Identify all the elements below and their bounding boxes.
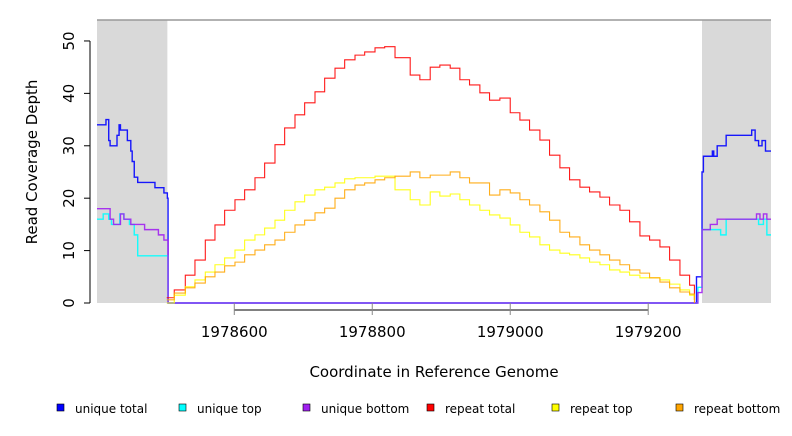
y-tick-label: 40: [60, 84, 78, 103]
shaded-flank-regions: [97, 20, 771, 303]
legend-label: repeat bottom: [694, 402, 780, 416]
x-tick-label: 1979200: [615, 323, 682, 341]
x-axis-label: Coordinate in Reference Genome: [309, 363, 558, 381]
legend-label: unique top: [197, 402, 262, 416]
series-line-repeat-bottom: [166, 171, 695, 303]
legend-swatch-unique-bottom: [302, 403, 311, 412]
legend-label: unique bottom: [321, 402, 409, 416]
legend-label: unique total: [75, 402, 147, 416]
legend-swatch-repeat-top: [551, 403, 560, 412]
x-tick-label: 1978600: [201, 323, 268, 341]
y-tick-label: 10: [60, 241, 78, 260]
series-line-unique-bottom: [97, 207, 771, 304]
y-tick-label: 0: [60, 298, 78, 308]
y-axis: 0 10 20 30 40 50: [60, 31, 91, 308]
x-tick-label: 1978800: [339, 323, 406, 341]
y-tick-label: 20: [60, 189, 78, 208]
legend-label: repeat total: [445, 402, 515, 416]
series-lines: [97, 46, 771, 304]
series-line-unique-total: [97, 118, 771, 304]
x-axis: 1978600 1978800 1979000 1979200: [201, 303, 682, 341]
series-line-repeat-total: [166, 46, 695, 300]
legend-swatch-repeat-bottom: [675, 403, 684, 412]
shaded-region: [702, 20, 771, 303]
legend-swatch-unique-top: [178, 403, 187, 412]
legend-swatch-unique-total: [56, 403, 65, 412]
legend: unique total unique top unique bottom repea…: [56, 402, 780, 416]
y-axis-label: Read Coverage Depth: [23, 80, 41, 245]
series-line-repeat-top: [166, 175, 695, 304]
y-tick-label: 50: [60, 31, 78, 50]
legend-label: repeat top: [570, 402, 633, 416]
y-tick-label: 30: [60, 136, 78, 155]
legend-swatch-repeat-total: [426, 403, 435, 412]
x-tick-label: 1979000: [477, 323, 544, 341]
